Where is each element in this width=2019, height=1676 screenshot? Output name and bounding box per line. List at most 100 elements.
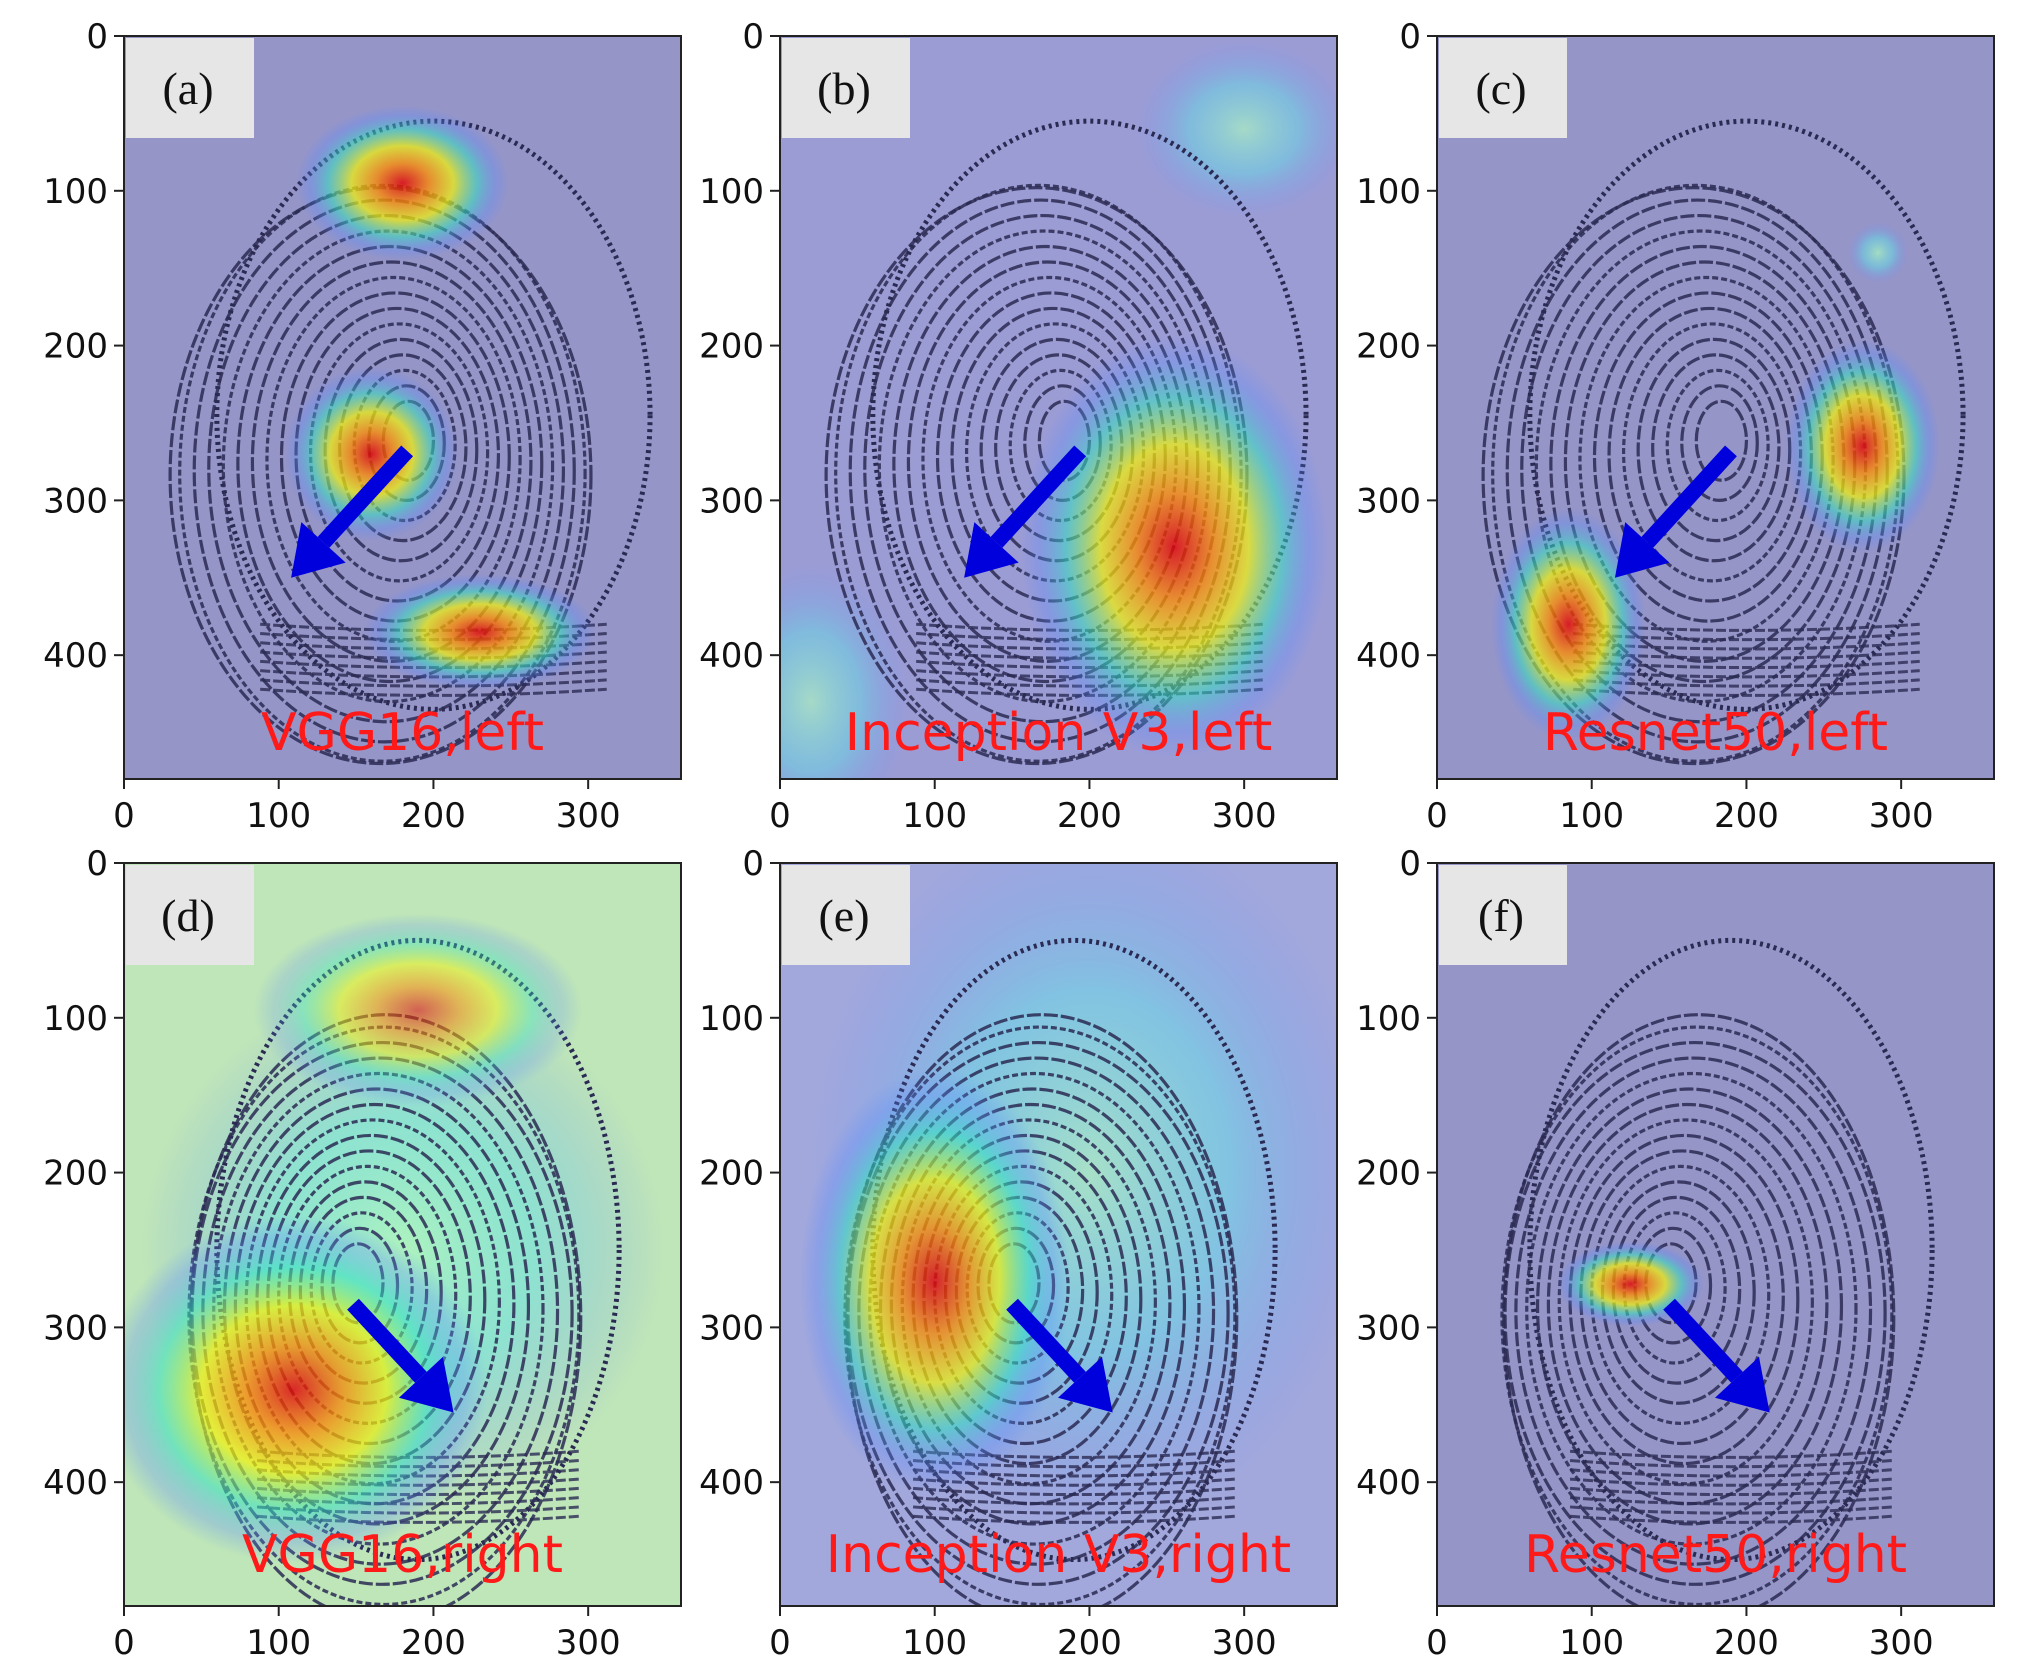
y-tick-label: 0	[86, 17, 108, 57]
y-tick-label: 100	[699, 172, 764, 212]
fingerprint-ridge	[1502, 1013, 1896, 1606]
direction-arrow	[1614, 445, 1737, 578]
y-tick-label: 400	[1356, 1463, 1421, 1503]
y-tick-label: 400	[43, 636, 108, 676]
x-tick-label: 100	[1559, 796, 1624, 836]
fingerprint-ridge	[1680, 384, 1759, 502]
fingerprint-ridge	[912, 1514, 1235, 1524]
heat-spot-soft	[780, 560, 912, 779]
panel-e: (e) Inception V3,right 0 100 200 300 0 100 200 30…	[699, 844, 1338, 1663]
y-tick-label: 400	[43, 1463, 108, 1503]
y-tick-label: 100	[699, 999, 764, 1039]
arrow-shaft	[317, 445, 414, 548]
panel-label: (c)	[1475, 63, 1526, 114]
arrow-head	[1614, 522, 1670, 578]
x-tick-label: 0	[113, 796, 135, 836]
fingerprint-ridge	[1525, 1071, 1858, 1546]
fingerprint-ridge	[1514, 1056, 1873, 1566]
x-tick-label: 100	[902, 796, 967, 836]
x-tick-label: 200	[1057, 796, 1122, 836]
axes-frame	[1436, 862, 1995, 1607]
arrow-head	[398, 1356, 454, 1413]
x-tick-label: 0	[769, 1623, 791, 1663]
y-tick-label: 300	[1356, 1308, 1421, 1348]
fingerprint-ridge	[1569, 1477, 1892, 1487]
y-tick-label: 400	[699, 636, 764, 676]
y-tick-label: 300	[699, 1308, 764, 1348]
fingerprint-ridge	[1569, 1514, 1892, 1524]
fingerprint-contour	[1527, 937, 1935, 1563]
fingerprint-ridge	[1665, 368, 1770, 523]
x-tick-label: 200	[1714, 1623, 1779, 1663]
y-tick-label: 300	[43, 481, 108, 521]
arrow-head	[964, 522, 1019, 578]
arrow-shaft	[1641, 445, 1737, 548]
fingerprint-ridge	[1651, 353, 1781, 543]
fingerprint-ridge	[1568, 1133, 1800, 1466]
y-tick-label: 400	[1356, 636, 1421, 676]
arrow-head	[1058, 1356, 1113, 1413]
panel-caption: Inception V3,right	[826, 1525, 1291, 1585]
x-tick-label: 200	[1714, 796, 1779, 836]
y-tick-label: 200	[1356, 1154, 1421, 1194]
panel-label: (d)	[161, 890, 215, 941]
panel-caption: VGG16,left	[261, 703, 544, 763]
heat-spot	[1019, 333, 1330, 760]
heatmap-image	[780, 863, 1337, 1606]
panel-label: (b)	[817, 63, 871, 114]
x-tick-label: 100	[902, 1623, 967, 1663]
fingerprint-contour	[1527, 118, 1966, 712]
y-tick-label: 0	[1399, 844, 1421, 884]
fingerprint-ridge	[1569, 1496, 1892, 1506]
fingerprint-ridge	[1557, 1118, 1814, 1486]
direction-arrow	[1006, 1298, 1113, 1413]
x-tick-label: 100	[246, 1623, 311, 1663]
axes-frame	[123, 35, 682, 780]
heat-spot	[1556, 1241, 1704, 1327]
panel-f: (f) Resnet50,right 0 100 200 300 0 100 200 300 400	[1356, 844, 1995, 1663]
panel-label: (a)	[162, 63, 213, 114]
y-tick-label: 0	[742, 17, 764, 57]
heat-spot	[124, 1215, 488, 1564]
panel-caption: Inception V3,left	[845, 703, 1272, 763]
axes-frame	[123, 862, 682, 1607]
fingerprint-ridge	[1569, 1459, 1892, 1469]
fingerprint-contour	[870, 937, 1278, 1563]
panel-c: (c) Resnet50,left 0 100 200 300 0 100 200 300 400	[1356, 17, 1995, 836]
x-tick-label: 200	[401, 1623, 466, 1663]
x-tick-label: 300	[1212, 796, 1277, 836]
fingerprint-ridge	[1569, 1449, 1892, 1459]
axes-frame	[779, 862, 1338, 1607]
x-tick-label: 300	[1869, 1623, 1934, 1663]
panel-caption: VGG16,right	[242, 1525, 563, 1585]
y-tick-label: 200	[1356, 327, 1421, 367]
y-tick-label: 100	[43, 999, 108, 1039]
panel-a: (a) VGG16,left 0 100 200 300 0 100 200 300 400	[43, 17, 682, 836]
fingerprint-ridge	[1500, 1025, 1894, 1606]
fingerprint-ridge	[846, 1040, 1230, 1586]
panel-label-box	[1439, 38, 1567, 138]
y-tick-label: 0	[86, 844, 108, 884]
fingerprint-ridge	[1694, 399, 1749, 482]
heat-spot-soft	[1847, 222, 1909, 283]
direction-arrow	[964, 445, 1087, 578]
fingerprint-ridge	[255, 1133, 487, 1466]
arrow-head	[291, 522, 346, 578]
y-tick-label: 300	[43, 1308, 108, 1348]
heatmap-image	[780, 36, 1337, 779]
axes-frame	[779, 35, 1338, 780]
x-tick-label: 200	[1057, 1623, 1122, 1663]
heat-spot	[1491, 508, 1646, 741]
direction-arrow	[347, 1298, 454, 1413]
x-tick-label: 300	[556, 796, 621, 836]
y-tick-label: 200	[699, 327, 764, 367]
panel-label: (e)	[818, 890, 869, 941]
panel-label-box	[126, 38, 254, 138]
y-tick-label: 200	[699, 1154, 764, 1194]
arrow-shaft	[1006, 1298, 1086, 1383]
y-tick-label: 400	[699, 1463, 764, 1503]
panel-label-box	[782, 865, 910, 965]
fingerprint-ridge	[1503, 1040, 1887, 1586]
fingerprint-ridge	[1569, 1505, 1892, 1515]
panel-label: (f)	[1478, 890, 1524, 941]
